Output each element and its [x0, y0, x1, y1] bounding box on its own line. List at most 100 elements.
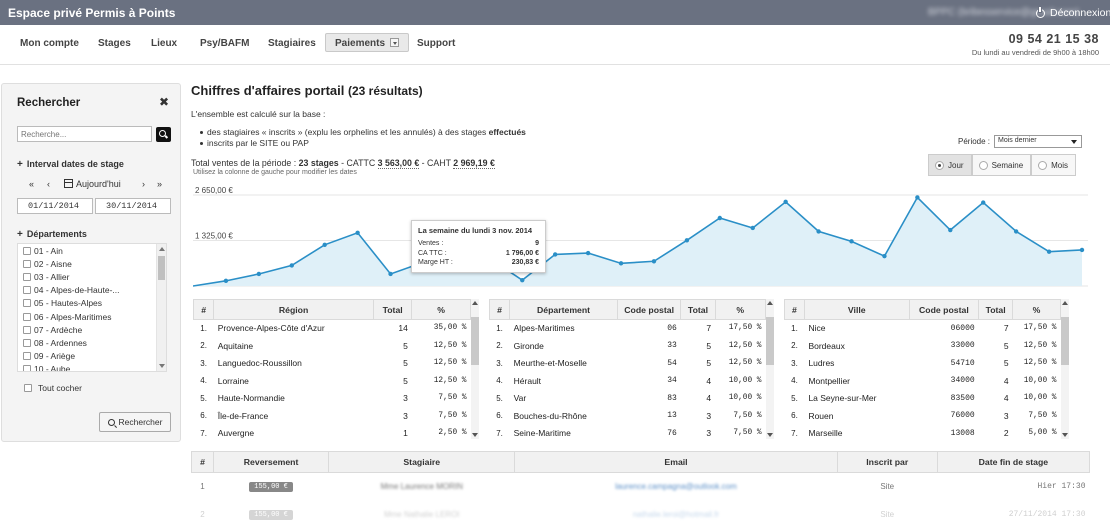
granularity-semaine[interactable]: Semaine — [971, 154, 1032, 176]
data-point[interactable] — [717, 215, 723, 221]
scroll-thumb[interactable] — [1061, 317, 1069, 365]
table-row[interactable]: 5. Haute-Normandie 3 7,50 % — [193, 389, 471, 408]
table-row[interactable]: 3. Languedoc-Roussillon 5 12,50 % — [193, 354, 471, 373]
data-point[interactable] — [585, 250, 591, 256]
email-link[interactable]: laurence.campagna@outlook.com — [615, 482, 737, 492]
column-header[interactable]: % — [714, 299, 767, 320]
column-header[interactable]: Total — [680, 299, 716, 320]
table-row[interactable]: 7. Auvergne 1 2,50 % — [193, 424, 471, 443]
nav-stages[interactable]: Stages — [98, 38, 131, 49]
table-row[interactable]: 3. Meurthe-et-Moselle 54 5 12,50 % — [489, 354, 766, 373]
nav-paiements[interactable]: Paiements — [325, 33, 410, 52]
data-point[interactable] — [388, 271, 393, 277]
department-checkbox[interactable] — [23, 259, 31, 268]
today-button[interactable]: Aujourd'hui — [64, 179, 142, 189]
granularity-jour[interactable]: Jour — [928, 154, 972, 176]
data-point[interactable] — [849, 239, 854, 244]
nav-stagiaires[interactable]: Stagiaires — [268, 38, 316, 49]
next-period-button[interactable]: › — [142, 179, 145, 189]
column-header[interactable]: Département — [509, 299, 618, 320]
data-point[interactable] — [223, 278, 229, 284]
prev-period-button[interactable]: ‹ — [47, 179, 50, 189]
table-row[interactable]: 6. Rouen 76000 3 7,50 % — [784, 407, 1061, 425]
period-select[interactable]: Mois dernier — [994, 135, 1083, 148]
revenue-chart[interactable]: 2 650,00 € 1 325,00 € — [193, 183, 1088, 288]
department-item[interactable]: 08 - Ardennes — [18, 336, 166, 349]
department-checkbox[interactable] — [23, 286, 31, 295]
first-period-button[interactable]: « — [29, 179, 35, 189]
department-checkbox[interactable] — [23, 246, 31, 255]
data-point[interactable] — [256, 271, 262, 277]
departments-scrollbar[interactable] — [156, 244, 166, 371]
check-all-checkbox[interactable] — [24, 384, 32, 392]
table-row[interactable]: 5. Var 83 4 10,00 % — [489, 389, 766, 408]
data-point[interactable] — [948, 227, 953, 233]
scroll-down-icon[interactable] — [159, 364, 165, 368]
scroll-thumb[interactable] — [471, 317, 479, 365]
department-item[interactable]: 04 - Alpes-de-Haute-... — [18, 284, 166, 297]
column-header[interactable]: Email — [514, 451, 838, 473]
department-checkbox[interactable] — [23, 352, 31, 361]
granularity-mois[interactable]: Mois — [1031, 154, 1077, 176]
table-row[interactable]: 5. La Seyne-sur-Mer 83500 4 10,00 % — [784, 389, 1061, 408]
data-point[interactable] — [322, 242, 327, 247]
departments-list[interactable]: 01 - Ain 02 - Aisne 03 - Allier 04 - Alpes-… — [17, 243, 167, 372]
table-row[interactable]: 4. Lorraine 5 12,50 % — [193, 372, 471, 390]
department-item[interactable]: 03 - Allier — [18, 270, 166, 283]
data-point[interactable] — [520, 277, 525, 283]
departements-scrollbar[interactable] — [766, 299, 774, 439]
column-header[interactable]: Région — [213, 299, 374, 320]
table-row[interactable]: 7. Marseille 13008 2 5,00 % — [784, 424, 1061, 443]
table-row[interactable]: 6. Île-de-France 3 7,50 % — [193, 407, 471, 425]
nav-mon-compte[interactable]: Mon compte — [20, 38, 79, 49]
data-point[interactable] — [816, 229, 821, 234]
data-point[interactable] — [651, 259, 657, 264]
data-point[interactable] — [783, 199, 788, 205]
data-point[interactable] — [618, 261, 624, 266]
column-header[interactable]: Total — [978, 299, 1014, 320]
table-row[interactable]: 2. Bordeaux 33000 5 12,50 % — [784, 337, 1061, 355]
department-item[interactable]: 01 - Ain — [18, 244, 166, 257]
search-input[interactable] — [17, 126, 152, 142]
department-item[interactable]: 06 - Alpes-Maritimes — [18, 310, 166, 323]
table-row[interactable]: 2 155,00 € Mme Nathalie LEROI nathalie.lero… — [192, 501, 1090, 529]
scroll-down-icon[interactable] — [472, 433, 478, 437]
last-period-button[interactable]: » — [157, 179, 163, 189]
departments-heading[interactable]: Départements — [17, 229, 87, 240]
column-header[interactable]: % — [1012, 299, 1061, 320]
table-row[interactable]: 3. Ludres 54710 5 12,50 % — [784, 354, 1061, 373]
department-checkbox[interactable] — [23, 365, 31, 371]
table-row[interactable]: 1. Nice 06000 7 17,50 % — [784, 319, 1061, 338]
data-point[interactable] — [552, 252, 558, 257]
table-row[interactable]: 1. Alpes-Maritimes 06 7 17,50 % — [489, 319, 766, 338]
department-checkbox[interactable] — [23, 325, 31, 334]
data-point[interactable] — [882, 253, 887, 259]
column-header[interactable]: # — [190, 451, 215, 473]
table-row[interactable]: 4. Hérault 34 4 10,00 % — [489, 372, 766, 390]
nav-lieux[interactable]: Lieux — [151, 38, 178, 49]
data-point[interactable] — [289, 263, 294, 268]
column-header[interactable]: Stagiaire — [328, 451, 516, 473]
column-header[interactable]: Reversement — [213, 451, 330, 473]
column-header[interactable]: Ville — [803, 299, 910, 320]
data-point[interactable] — [750, 225, 755, 231]
check-all[interactable]: Tout cocher — [24, 383, 82, 393]
date-from-input[interactable] — [17, 198, 93, 214]
data-point[interactable] — [355, 230, 360, 235]
villes-scrollbar[interactable] — [1061, 299, 1069, 439]
search-button[interactable]: Rechercher — [99, 412, 171, 432]
regions-scrollbar[interactable] — [471, 299, 479, 439]
scroll-up-icon[interactable] — [1062, 301, 1068, 305]
column-header[interactable]: Inscrit par — [836, 451, 938, 473]
email-link[interactable]: nathalie.leroi@hotmail.fr — [632, 510, 720, 519]
scroll-up-icon[interactable] — [767, 301, 773, 305]
column-header[interactable]: Date fin de stage — [936, 451, 1091, 473]
data-point[interactable] — [981, 200, 986, 205]
data-point[interactable] — [915, 195, 920, 200]
interval-heading[interactable]: Interval dates de stage — [17, 159, 124, 170]
date-to-input[interactable] — [95, 198, 171, 214]
data-point[interactable] — [1079, 247, 1085, 253]
column-header[interactable]: Code postal — [908, 299, 980, 320]
department-checkbox[interactable] — [23, 338, 31, 347]
table-row[interactable]: 2. Aquitaine 5 12,50 % — [193, 337, 471, 355]
